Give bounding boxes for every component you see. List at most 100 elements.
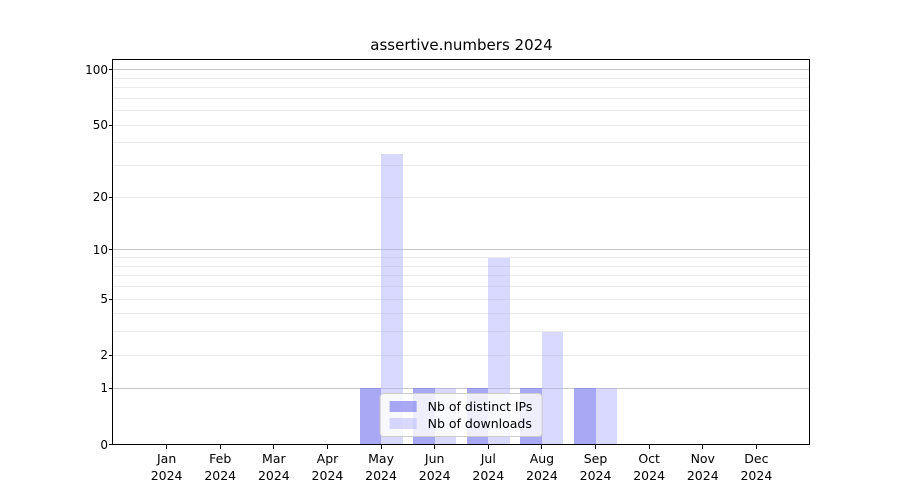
- x-tick-label-aug: Aug 2024: [507, 450, 577, 484]
- x-tick-month: Feb: [209, 451, 232, 466]
- x-tick-month: Nov: [690, 451, 715, 466]
- bar-distinct-ips-may: [359, 388, 382, 445]
- x-tick-label-mar: Mar 2024: [239, 450, 309, 484]
- y-tick-mark: [109, 298, 113, 300]
- gridline-minor: [113, 354, 809, 356]
- gridline-minor: [113, 285, 809, 287]
- gridline-minor: [113, 77, 809, 79]
- gridline-minor: [113, 275, 809, 277]
- x-tick-label-jan: Jan 2024: [132, 450, 202, 484]
- gridline-minor: [113, 331, 809, 333]
- y-tick-label: 50: [92, 118, 108, 133]
- x-tick-year: 2024: [150, 468, 183, 483]
- x-tick-year: 2024: [526, 468, 558, 483]
- x-tick-label-jul: Jul 2024: [453, 450, 523, 484]
- x-tick-year: 2024: [257, 468, 290, 483]
- gridline-major: [113, 387, 809, 389]
- gridline-minor: [113, 87, 809, 89]
- legend-item-downloads: Nb of downloads: [389, 415, 533, 431]
- x-tick-label-jun: Jun 2024: [400, 450, 470, 484]
- x-tick-mark: [273, 445, 275, 449]
- bar-distinct-ips-sep: [574, 388, 596, 445]
- legend: Nb of distinct IPs Nb of downloads: [379, 392, 543, 437]
- x-tick-mark: [326, 445, 328, 449]
- y-tick-label: 1: [100, 381, 108, 396]
- y-tick-label: 100: [85, 62, 108, 77]
- x-tick-month: Dec: [744, 451, 769, 466]
- legend-label-downloads: Nb of downloads: [427, 415, 532, 431]
- x-tick-label-may: May 2024: [346, 450, 416, 484]
- bar-downloads-may: [381, 153, 403, 445]
- bar-downloads-sep: [595, 388, 617, 445]
- gridline-minor: [113, 265, 809, 267]
- x-tick-label-dec: Dec 2024: [721, 450, 791, 484]
- gridline-major: [113, 249, 809, 251]
- gridline-minor: [113, 124, 809, 126]
- x-tick-year: 2024: [686, 468, 719, 483]
- y-tick-mark: [109, 69, 113, 71]
- y-tick-mark: [109, 444, 113, 445]
- gridline-minor: [113, 110, 809, 112]
- y-tick-label: 20: [92, 190, 108, 205]
- x-tick-mark: [219, 445, 221, 449]
- x-tick-mark: [380, 445, 382, 449]
- x-tick-year: 2024: [740, 468, 773, 483]
- bar-downloads-aug: [541, 331, 564, 445]
- legend-swatch-downloads: [389, 417, 417, 429]
- x-tick-mark: [541, 445, 543, 449]
- x-tick-month: Mar: [262, 451, 286, 466]
- x-tick-mark: [487, 445, 489, 449]
- gridline-minor: [113, 196, 809, 198]
- legend-label-distinct-ips: Nb of distinct IPs: [427, 398, 533, 414]
- gridline-major: [113, 69, 809, 71]
- gridline-minor: [113, 298, 809, 300]
- x-tick-label-nov: Nov 2024: [668, 450, 738, 484]
- gridline-minor: [113, 313, 809, 315]
- x-tick-year: 2024: [418, 468, 451, 483]
- chart-title: assertive.numbers 2024: [370, 36, 553, 54]
- x-tick-mark: [434, 445, 436, 449]
- x-tick-year: 2024: [472, 468, 505, 483]
- y-tick-mark: [109, 354, 113, 356]
- legend-swatch-distinct-ips: [389, 400, 417, 412]
- x-tick-label-apr: Apr 2024: [292, 450, 362, 484]
- x-tick-year: 2024: [365, 468, 397, 483]
- y-tick-mark: [109, 196, 113, 198]
- x-tick-year: 2024: [633, 468, 666, 483]
- y-tick-mark: [109, 249, 113, 251]
- x-tick-mark: [702, 445, 704, 449]
- gridline-minor: [113, 257, 809, 259]
- x-tick-month: Sep: [583, 451, 608, 466]
- x-tick-year: 2024: [311, 468, 344, 483]
- y-tick-label: 10: [92, 242, 108, 257]
- x-tick-year: 2024: [579, 468, 612, 483]
- x-tick-year: 2024: [204, 468, 237, 483]
- gridline-minor: [113, 165, 809, 167]
- x-tick-month: Jan: [156, 451, 177, 466]
- y-tick-mark: [109, 387, 113, 389]
- y-tick-label: 5: [100, 292, 108, 306]
- x-tick-label-feb: Feb 2024: [185, 450, 255, 484]
- y-tick-label: 2: [100, 348, 108, 363]
- x-tick-mark: [595, 445, 597, 449]
- x-tick-month: Jul: [480, 451, 496, 466]
- gridline-minor: [113, 97, 809, 99]
- x-tick-mark: [648, 445, 650, 449]
- gridline-minor: [113, 142, 809, 144]
- x-tick-month: Jun: [424, 451, 445, 466]
- y-tick-label: 0: [100, 437, 108, 452]
- legend-item-distinct-ips: Nb of distinct IPs: [389, 398, 533, 414]
- x-tick-month: Aug: [529, 451, 555, 466]
- x-tick-label-oct: Oct 2024: [614, 450, 684, 484]
- plot-border: [112, 59, 810, 445]
- x-tick-month: Apr: [316, 451, 339, 466]
- x-tick-month: Oct: [638, 451, 660, 466]
- x-tick-mark: [755, 445, 757, 449]
- x-tick-mark: [166, 445, 168, 449]
- x-tick-month: May: [368, 451, 394, 466]
- y-tick-mark: [109, 124, 113, 126]
- x-tick-label-sep: Sep 2024: [561, 450, 631, 484]
